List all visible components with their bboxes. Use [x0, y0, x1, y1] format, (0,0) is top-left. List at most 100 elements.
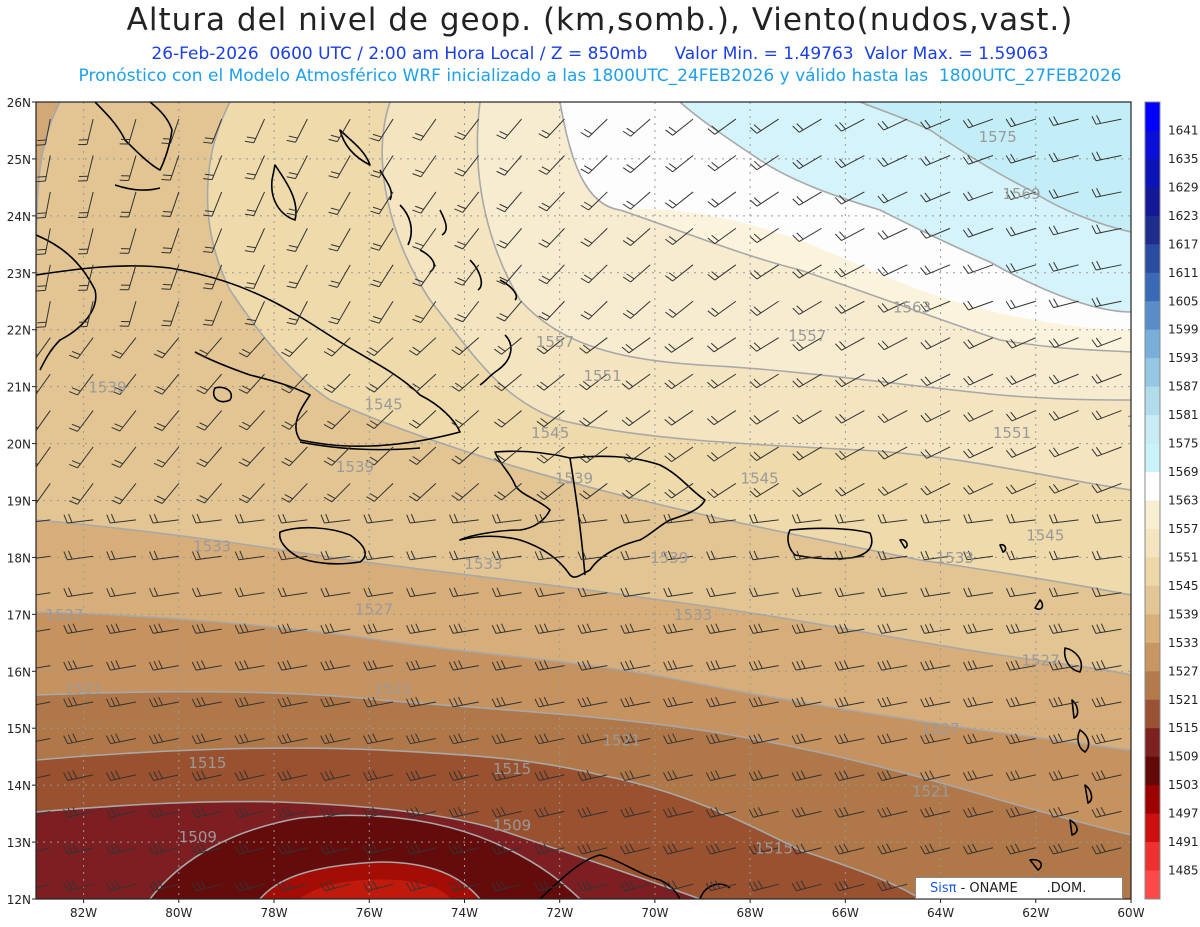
wind-barb: [320, 880, 351, 892]
wind-barb: [149, 550, 179, 561]
wind-barb: [328, 301, 351, 325]
wind-barb: [320, 696, 351, 708]
color-bar-label: 1623: [1168, 209, 1199, 223]
lon-tick-label: 78W: [260, 906, 287, 920]
wind-barb: [748, 843, 779, 855]
wind-barb: [748, 806, 779, 818]
wind-barb: [1005, 263, 1036, 273]
wind-barb: [63, 843, 94, 855]
wind-barb: [153, 410, 180, 432]
wind-barb: [877, 373, 908, 387]
wind-barb: [1048, 298, 1079, 309]
wind-barb: [536, 483, 565, 500]
wind-barb: [161, 191, 180, 218]
wind-barb: [448, 880, 479, 892]
color-bar-swatch: [1145, 443, 1160, 473]
wind-barb: [620, 770, 651, 781]
wind-barb: [153, 373, 180, 395]
wind-barb: [106, 587, 137, 598]
wind-barb: [363, 587, 394, 598]
wind-barb: [36, 883, 51, 889]
contour-label: 1551: [583, 367, 621, 385]
wind-barb: [191, 696, 222, 708]
wind-barb: [534, 696, 565, 708]
wind-barb: [920, 770, 951, 781]
wind-barb: [749, 155, 779, 171]
wind-barb: [491, 513, 522, 524]
wind-barb: [451, 446, 480, 465]
contour-label: 1521: [65, 680, 103, 698]
wind-barb: [920, 696, 951, 708]
wind-barb: [962, 806, 994, 818]
wind-barb: [320, 770, 351, 781]
wind-barb: [1005, 843, 1036, 855]
wind-barb: [412, 264, 437, 287]
wind-barb: [877, 696, 908, 708]
wind-barb: [238, 337, 265, 358]
wind-barb: [834, 513, 865, 524]
wind-barb: [663, 733, 694, 745]
wind-barb: [920, 227, 951, 239]
wind-barb: [962, 770, 994, 781]
wind-barb: [620, 513, 651, 524]
wind-barb: [1048, 152, 1079, 163]
wind-barb: [1091, 446, 1122, 457]
wind-barb: [621, 446, 651, 463]
color-bar-label: 1497: [1168, 807, 1199, 821]
wind-barb: [1091, 115, 1122, 125]
wind-barb: [277, 623, 308, 634]
wind-barb: [791, 806, 822, 818]
wind-barb: [148, 806, 179, 818]
wind-barb: [538, 155, 565, 175]
color-bar-swatch: [1145, 642, 1160, 672]
wind-barb: [412, 155, 437, 178]
lon-tick-label: 60W: [1117, 906, 1144, 920]
wind-barb: [662, 806, 694, 818]
wind-barb: [1005, 373, 1036, 385]
wind-barb: [277, 843, 308, 855]
wind-barb: [920, 155, 951, 166]
wind-barb: [706, 513, 736, 524]
wind-barb: [234, 843, 265, 855]
wind-barb: [749, 410, 779, 425]
wind-barb: [454, 300, 480, 323]
wind-barb: [36, 301, 51, 328]
wind-barb: [664, 337, 694, 353]
wind-barb: [621, 337, 651, 354]
wind-barb: [196, 410, 223, 431]
wind-barb: [620, 623, 651, 634]
wind-barb: [234, 623, 265, 634]
lon-tick-label: 76W: [356, 906, 383, 920]
wind-barb: [665, 264, 694, 282]
contour-label: 1539: [88, 378, 126, 396]
wind-barb: [286, 118, 308, 143]
wind-barb: [328, 118, 351, 143]
wind-barb: [706, 587, 736, 598]
wind-barb: [234, 550, 265, 561]
lat-tick-label: 14N: [7, 779, 31, 793]
wind-barb: [534, 587, 565, 598]
wind-barb: [1005, 190, 1036, 201]
wind-barb: [1091, 260, 1122, 271]
wind-barb: [106, 696, 137, 708]
wind-barb: [448, 587, 479, 598]
wind-barb: [538, 118, 565, 139]
color-bar-label: 1545: [1168, 579, 1199, 593]
wind-barb: [791, 513, 822, 524]
wind-barb: [748, 550, 779, 561]
lat-tick-label: 16N: [7, 665, 31, 679]
wind-barb: [119, 118, 137, 145]
wind-barb: [63, 880, 94, 892]
color-bar-swatch: [1145, 500, 1160, 530]
wind-barb: [363, 513, 394, 524]
wind-barb: [663, 770, 694, 781]
wind-barb: [835, 482, 865, 497]
wind-barb: [877, 446, 908, 460]
contour-label: 1545: [531, 424, 569, 442]
wind-barb: [663, 587, 694, 598]
wind-barb: [963, 373, 994, 386]
wind-barb: [405, 880, 437, 892]
wind-barb: [792, 191, 822, 206]
lat-tick-label: 12N: [7, 893, 31, 907]
wind-barb: [277, 513, 308, 524]
